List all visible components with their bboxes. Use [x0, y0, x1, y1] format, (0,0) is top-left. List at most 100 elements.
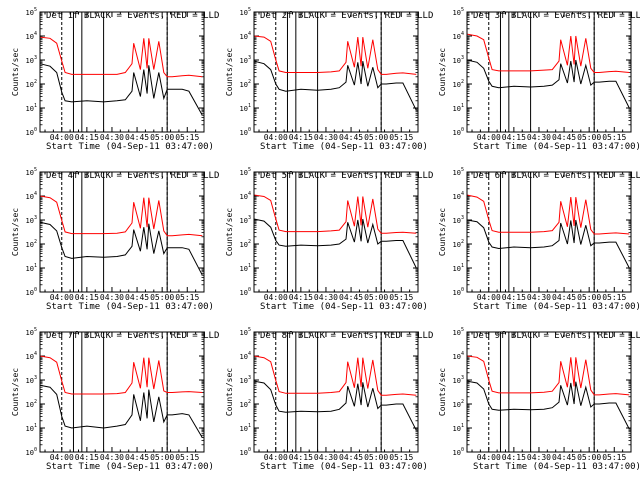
- y-tick-label: 103: [26, 55, 37, 65]
- y-tick-label: 101: [453, 263, 464, 273]
- x-tick-label: 04:15: [289, 293, 313, 302]
- detector-panel: Det 3f BLACK = Events, RED = LLD Counts/s…: [438, 7, 640, 152]
- y-tick-label: 105: [453, 7, 464, 17]
- x-tick-label: 04:15: [502, 133, 526, 142]
- y-tick-label: 102: [240, 239, 251, 249]
- series-line-lld: [253, 35, 417, 75]
- x-tick-label: 04:15: [502, 293, 526, 302]
- y-tick-label: 105: [240, 327, 251, 337]
- series-line-events: [39, 384, 203, 438]
- y-tick-label: 104: [26, 31, 37, 41]
- x-tick-label: 04:15: [289, 453, 313, 462]
- x-tick-label: 04:00: [264, 453, 288, 462]
- y-tick-label: 102: [453, 399, 464, 409]
- y-tick-label: 101: [240, 103, 251, 113]
- x-axis-label: Start Time (04-Sep-11 03:47:00): [46, 302, 214, 312]
- y-axis-label: Counts/sec: [438, 208, 447, 256]
- panel-title: Det 6f BLACK = Events, RED = LLD: [473, 171, 640, 181]
- x-axis-label: Start Time (04-Sep-11 03:47:00): [46, 462, 214, 472]
- x-tick-label: 04:15: [289, 133, 313, 142]
- series-line-events: [466, 380, 630, 430]
- x-tick-label: 04:15: [75, 133, 99, 142]
- x-tick-label: 05:00: [577, 293, 601, 302]
- x-tick-label: 05:15: [175, 293, 199, 302]
- x-tick-label: 05:15: [175, 133, 199, 142]
- panel-title: Det 1f BLACK = Events, RED = LLD: [46, 11, 219, 21]
- x-tick-label: 04:45: [339, 293, 363, 302]
- y-tick-label: 105: [453, 327, 464, 337]
- x-tick-label: 05:15: [602, 133, 626, 142]
- y-axis-label: Counts/sec: [11, 208, 20, 256]
- series-line-events: [253, 60, 417, 111]
- y-tick-label: 103: [453, 215, 464, 225]
- x-tick-label: 04:45: [125, 293, 149, 302]
- series-line-events: [466, 219, 630, 269]
- series-line-lld: [253, 194, 417, 234]
- panel-title: Det 8f BLACK = Events, RED = LLD: [260, 331, 433, 341]
- x-tick-label: 04:45: [125, 453, 149, 462]
- x-axis-label: Start Time (04-Sep-11 03:47:00): [473, 142, 640, 152]
- x-tick-label: 05:00: [150, 453, 174, 462]
- y-tick-label: 102: [240, 79, 251, 89]
- x-tick-label: 04:30: [100, 293, 124, 302]
- y-axis-label: Counts/sec: [225, 368, 234, 416]
- series-line-events: [39, 221, 203, 276]
- detector-panel: Det 6f BLACK = Events, RED = LLD Counts/s…: [438, 167, 640, 312]
- y-tick-label: 102: [26, 239, 37, 249]
- y-tick-label: 104: [453, 31, 464, 41]
- y-tick-label: 102: [240, 399, 251, 409]
- series-line-events: [466, 59, 630, 109]
- y-tick-label: 105: [26, 327, 37, 337]
- y-tick-label: 100: [26, 127, 37, 137]
- x-tick-label: 04:00: [50, 293, 74, 302]
- x-tick-label: 05:00: [364, 133, 388, 142]
- y-tick-label: 102: [26, 79, 37, 89]
- x-tick-label: 04:00: [477, 133, 501, 142]
- x-tick-label: 05:00: [150, 133, 174, 142]
- series-line-events: [253, 218, 417, 269]
- y-tick-label: 102: [26, 399, 37, 409]
- y-tick-label: 103: [240, 375, 251, 385]
- y-tick-label: 101: [453, 103, 464, 113]
- x-tick-label: 05:00: [577, 453, 601, 462]
- y-tick-label: 100: [240, 287, 251, 297]
- y-tick-label: 103: [240, 55, 251, 65]
- x-axis-label: Start Time (04-Sep-11 03:47:00): [473, 302, 640, 312]
- x-tick-label: 05:00: [577, 133, 601, 142]
- y-tick-label: 104: [453, 191, 464, 201]
- series-line-lld: [466, 194, 630, 235]
- x-tick-label: 04:00: [264, 293, 288, 302]
- y-tick-label: 101: [240, 423, 251, 433]
- x-tick-label: 04:00: [50, 453, 74, 462]
- y-axis-label: Counts/sec: [225, 48, 234, 96]
- y-tick-label: 100: [453, 447, 464, 457]
- x-axis-label: Start Time (04-Sep-11 03:47:00): [260, 462, 428, 472]
- y-tick-label: 100: [453, 287, 464, 297]
- x-tick-label: 04:30: [100, 453, 124, 462]
- plot-frame: [253, 11, 419, 133]
- y-tick-label: 101: [453, 423, 464, 433]
- series-line-events: [39, 63, 203, 116]
- y-axis-label: Counts/sec: [438, 48, 447, 96]
- y-tick-label: 100: [453, 127, 464, 137]
- x-tick-label: 05:15: [389, 453, 413, 462]
- x-tick-label: 05:15: [389, 133, 413, 142]
- plot-frame: [253, 171, 419, 293]
- x-axis-label: Start Time (04-Sep-11 03:47:00): [260, 302, 428, 312]
- x-axis-label: Start Time (04-Sep-11 03:47:00): [260, 142, 428, 152]
- y-tick-label: 104: [240, 31, 251, 41]
- y-tick-label: 105: [453, 167, 464, 177]
- y-tick-label: 104: [453, 351, 464, 361]
- series-line-lld: [39, 355, 203, 395]
- series-line-lld: [466, 33, 630, 73]
- y-axis-label: Counts/sec: [11, 368, 20, 416]
- y-tick-label: 103: [240, 215, 251, 225]
- x-tick-label: 05:00: [150, 293, 174, 302]
- series-line-lld: [466, 355, 630, 396]
- x-tick-label: 04:45: [552, 133, 576, 142]
- x-tick-label: 04:15: [502, 453, 526, 462]
- x-tick-label: 04:30: [100, 133, 124, 142]
- x-tick-label: 04:30: [314, 293, 338, 302]
- x-tick-label: 05:15: [602, 293, 626, 302]
